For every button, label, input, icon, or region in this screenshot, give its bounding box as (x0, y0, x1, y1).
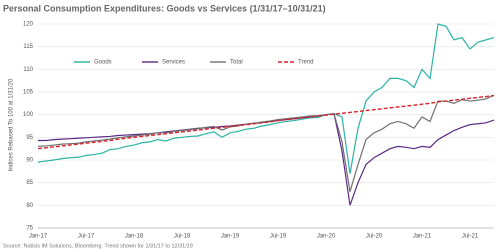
y-axis-label: Indices Rebased To 100 at 1/31/20 (9, 78, 15, 171)
legend-label: Trend (298, 60, 313, 66)
x-tick-label: Jul-20 (366, 234, 383, 240)
y-tick-label: 110 (23, 67, 33, 73)
y-tick-label: 115 (23, 44, 33, 50)
legend-label: Goods (94, 60, 112, 66)
line-series (37, 94, 495, 192)
x-tick-label: Jan-20 (317, 234, 336, 240)
y-tick-label: 90 (26, 158, 33, 164)
line-series (37, 94, 495, 150)
source-note: Source: Natixis IM Solutions, Bloomberg.… (3, 243, 193, 249)
y-tick-label: 85 (26, 180, 33, 186)
x-tick-label: Jan-21 (413, 234, 432, 240)
chart-title: Personal Consumption Expenditures: Goods… (3, 3, 326, 13)
x-tick-label: Jul-17 (78, 234, 95, 240)
x-tick-label: Jan-17 (29, 234, 48, 240)
line-series (38, 113, 495, 206)
legend-label: Services (162, 60, 185, 66)
legend-label: Total (230, 60, 243, 66)
x-tick-label: Jan-18 (125, 234, 144, 240)
y-tick-label: 100 (23, 112, 34, 118)
y-tick-label: 80 (26, 203, 33, 209)
x-tick-label: Jul-19 (270, 234, 287, 240)
line-series (37, 23, 495, 174)
y-tick-label: 105 (23, 90, 34, 96)
x-tick-label: Jul-21 (462, 234, 479, 240)
x-tick-label: Jan-19 (221, 234, 240, 240)
y-tick-label: 120 (23, 22, 34, 28)
y-tick-label: 95 (26, 135, 33, 141)
x-tick-label: Jul-18 (174, 234, 191, 240)
y-tick-label: 75 (26, 226, 33, 232)
